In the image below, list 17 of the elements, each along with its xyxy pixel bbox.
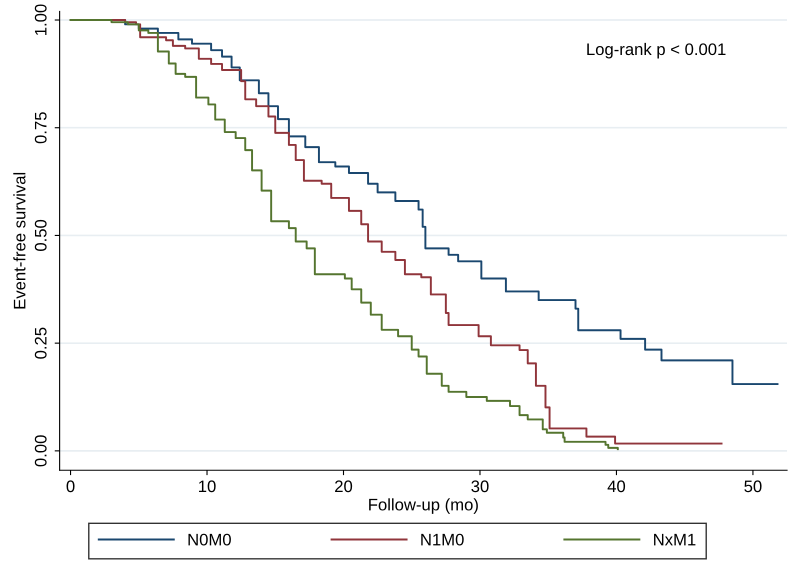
x-axis-title: Follow-up (mo) (369, 498, 478, 514)
y-tick-label: 0.00 (34, 435, 47, 466)
legend-label: NxM1 (654, 534, 696, 546)
y-tick-label: 0.75 (34, 112, 47, 144)
annotation: Log-rank p < 0.001 (587, 42, 726, 58)
x-tick-label: 0 (66, 480, 75, 492)
x-tick-label: 10 (199, 480, 216, 492)
x-tick-label: 50 (744, 480, 762, 492)
x-tick-label: 20 (335, 480, 352, 492)
y-axis-title: Event-free survival (13, 172, 26, 308)
legend-label: N0M0 (188, 534, 231, 546)
y-tick-label: 1.00 (34, 4, 47, 35)
x-tick-label: 30 (471, 480, 489, 492)
legend-label: N1M0 (421, 534, 464, 546)
y-tick-label: 0.50 (34, 220, 47, 252)
y-tick-label: 0.25 (34, 328, 47, 359)
x-tick-label: 40 (608, 480, 626, 492)
